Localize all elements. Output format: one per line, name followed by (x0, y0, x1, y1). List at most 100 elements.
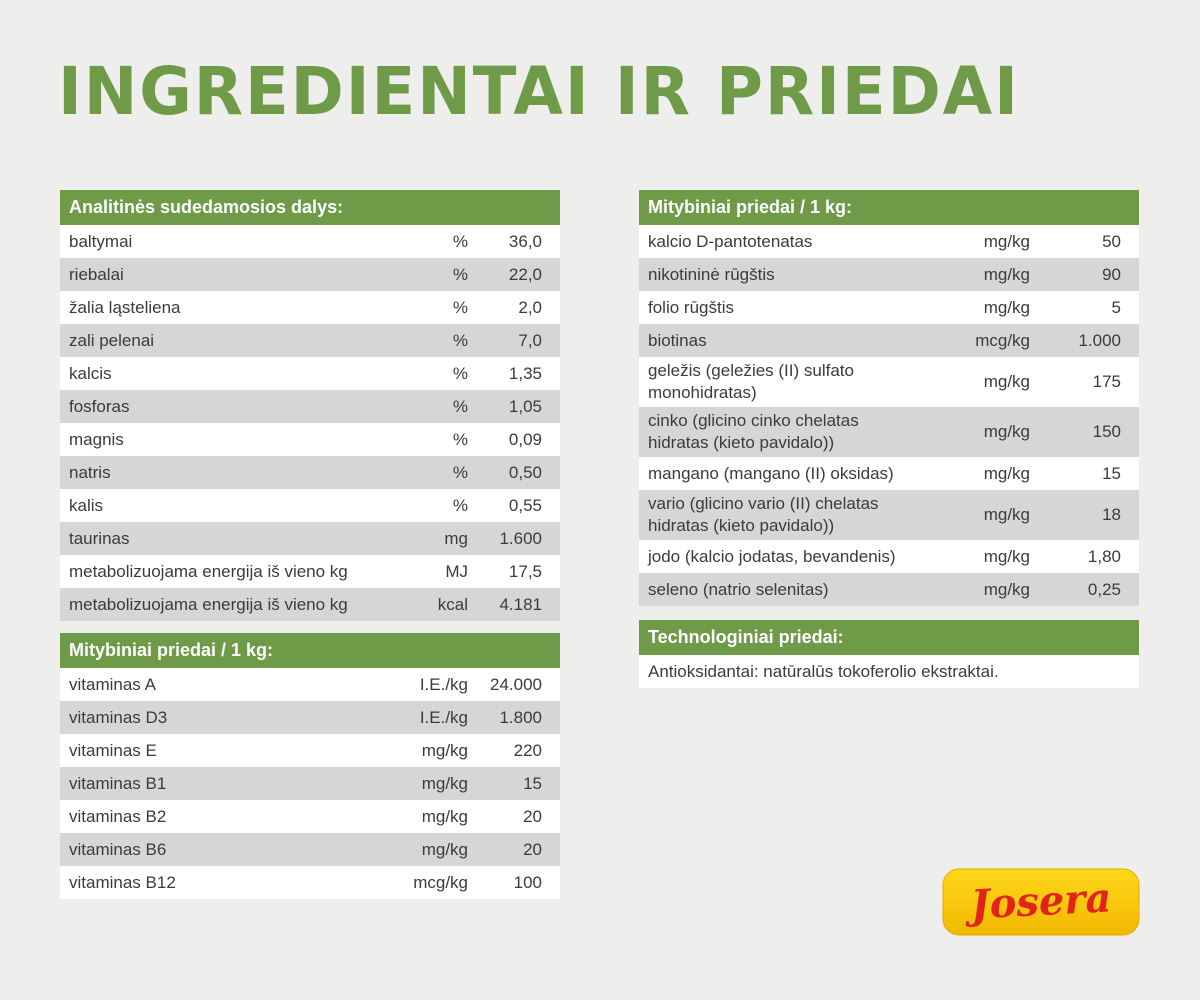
row-value: 1,80 (1087, 546, 1121, 566)
row-value: 175 (1092, 372, 1121, 391)
row-unit: I.E./kg (419, 674, 468, 694)
technological-table-header: Technologiniai priedai: (639, 620, 1139, 655)
row-unit: mg/kg (983, 422, 1030, 441)
row-unit: % (452, 264, 468, 284)
analytical-rows: baltymai% 36,0 riebalai% 22,0 žalia ląstelie… (60, 225, 560, 621)
row-name: fosforas (69, 396, 130, 416)
row-value: 50 (1102, 231, 1121, 251)
row-name: jodo (kalcio jodatas, bevandenis) (648, 546, 896, 566)
row-name: žalia ląsteliena (69, 297, 181, 317)
row-value: 220 (513, 740, 542, 760)
row-unit: mg/kg (983, 579, 1030, 599)
row-unit: % (452, 396, 468, 416)
table-row: jodo (kalcio jodatas, bevandenis) mg/kg 1,… (639, 540, 1139, 573)
row-name: kalis (69, 495, 104, 515)
row-name: taurinas (69, 528, 130, 548)
row-value: 18 (1102, 505, 1121, 524)
row-name: vitaminas A (69, 674, 156, 694)
row-value: 15 (1102, 463, 1121, 483)
row-unit: % (452, 297, 468, 317)
table-row: kalis% 0,55 (60, 489, 560, 522)
row-unit: kcal (437, 594, 468, 614)
table-row: fosforas% 1,05 (60, 390, 560, 423)
row-unit: mg/kg (421, 806, 468, 826)
row-value: 90 (1102, 264, 1121, 284)
row-name: mangano (mangano (II) oksidas) (648, 463, 894, 483)
row-name: vitaminas E (69, 740, 157, 760)
row-value: 100 (513, 872, 542, 892)
row-name: metabolizuojama energija iš vieno kg (69, 561, 348, 581)
minerals-table-header: Mitybiniai priedai / 1 kg: (639, 190, 1139, 225)
row-unit: % (452, 363, 468, 383)
table-row: natris% 0,50 (60, 456, 560, 489)
table-row: kalcio D-pantotenatas mg/kg 50 (639, 225, 1139, 258)
table-row: vitaminas A I.E./kg 24.000 (60, 668, 560, 701)
minerals-table: Mitybiniai priedai / 1 kg: kalcio D-pant… (639, 190, 1139, 606)
table-row: zali pelenai% 7,0 (60, 324, 560, 357)
table-row: vitaminas B6 mg/kg 20 (60, 833, 560, 866)
row-value: 24.000 (490, 674, 542, 694)
row-value: 150 (1092, 422, 1121, 441)
table-row: magnis% 0,09 (60, 423, 560, 456)
row-value: 0,25 (1087, 579, 1121, 599)
table-row: vitaminas E mg/kg 220 (60, 734, 560, 767)
row-name: kalcis (69, 363, 112, 383)
analytical-table-header: Analitinės sudedamosios dalys: (60, 190, 560, 225)
row-unit: mg/kg (421, 773, 468, 793)
row-name: vitaminas B2 (69, 806, 167, 826)
table-row: kalcis% 1,35 (60, 357, 560, 390)
table-row: vario (glicino vario (II) chelatas hidra… (639, 490, 1139, 540)
row-name: nikotininė rūgštis (648, 264, 775, 284)
row-unit: mcg/kg (413, 872, 468, 892)
analytical-table: Analitinės sudedamosios dalys: baltymai%… (60, 190, 560, 621)
row-value: 22,0 (508, 264, 542, 284)
row-name: geležis (geležies (II) sulfato monohidra… (648, 361, 854, 402)
technological-table: Technologiniai priedai: Antioksidantai: … (639, 620, 1139, 688)
row-value: 17,5 (508, 561, 542, 581)
row-unit: mg/kg (421, 740, 468, 760)
row-name: vitaminas B12 (69, 872, 176, 892)
table-row: metabolizuojama energija iš vieno kg kcal… (60, 588, 560, 621)
row-unit: % (452, 495, 468, 515)
row-value: 0,50 (508, 462, 542, 482)
row-value: 1.600 (499, 528, 542, 548)
table-row: biotinas mcg/kg 1.000 (639, 324, 1139, 357)
row-value: 7,0 (518, 330, 542, 350)
row-value: 20 (523, 839, 542, 859)
row-unit: mcg/kg (975, 330, 1030, 350)
row-name: vitaminas B6 (69, 839, 167, 859)
row-name: kalcio D-pantotenatas (648, 231, 813, 251)
row-unit: % (452, 231, 468, 251)
table-row: baltymai% 36,0 (60, 225, 560, 258)
row-unit: mg/kg (983, 264, 1030, 284)
row-unit: mg/kg (983, 231, 1030, 251)
table-row: vitaminas B2 mg/kg 20 (60, 800, 560, 833)
table-row: riebalai% 22,0 (60, 258, 560, 291)
logo-text: Josera (963, 874, 1113, 929)
row-value: 5 (1111, 297, 1121, 317)
row-name: biotinas (648, 330, 707, 350)
row-value: 4.181 (499, 594, 542, 614)
vitamins-rows: vitaminas A I.E./kg 24.000 vitaminas D3 I.E.… (60, 668, 560, 899)
row-name: baltymai (69, 231, 133, 251)
table-row: metabolizuojama energija iš vieno kg MJ 17… (60, 555, 560, 588)
page-title: INGREDIENTAI IR PRIEDAI (58, 53, 1020, 130)
row-unit: mg (444, 528, 468, 548)
row-value: 1.000 (1078, 330, 1121, 350)
row-name: natris (69, 462, 111, 482)
row-name: vario (glicino vario (II) chelatas hidra… (648, 494, 879, 535)
table-row: geležis (geležies (II) sulfato monohidra… (639, 357, 1139, 407)
josera-logo: Josera (942, 868, 1140, 936)
row-value: 0,55 (508, 495, 542, 515)
table-row: vitaminas B12 mcg/kg 100 (60, 866, 560, 899)
row-unit: I.E./kg (419, 707, 468, 727)
row-name: vitaminas B1 (69, 773, 167, 793)
table-row: taurinas mg 1.600 (60, 522, 560, 555)
row-name: cinko (glicino cinko chelatas hidratas (… (648, 411, 859, 452)
table-row: cinko (glicino cinko chelatas hidratas (… (639, 407, 1139, 457)
row-unit: mg/kg (983, 505, 1030, 524)
row-unit: % (452, 330, 468, 350)
row-name: vitaminas D3 (69, 707, 168, 727)
row-name: folio rūgštis (648, 297, 734, 317)
technological-text: Antioksidantai: natūralūs tokoferolio ek… (639, 655, 1139, 688)
